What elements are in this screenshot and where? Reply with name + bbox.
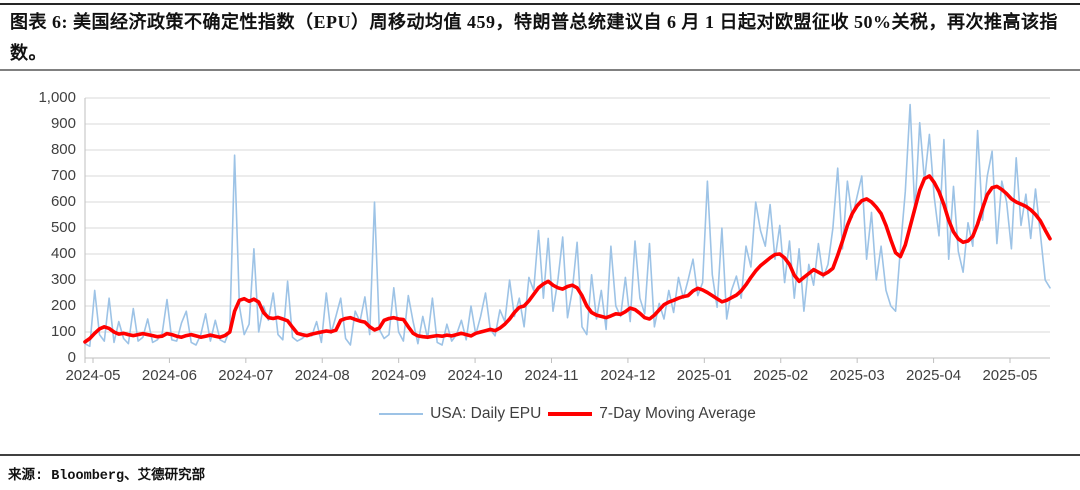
- x-tick-label: 2025-04: [906, 367, 962, 384]
- y-tick-label: 200: [50, 297, 76, 314]
- chart-legend: USA: Daily EPU 7-Day Moving Average: [85, 405, 1050, 423]
- y-tick-label: 700: [50, 167, 76, 184]
- y-tick-label: 100: [50, 323, 76, 340]
- top-divider: [0, 3, 1080, 5]
- x-tick-label: 2024-11: [524, 367, 579, 384]
- y-tick-label: 300: [50, 271, 76, 288]
- x-tick-label: 2024-10: [447, 367, 503, 384]
- x-tick-label: 2025-03: [829, 367, 885, 384]
- x-tick-label: 2024-09: [371, 367, 427, 384]
- y-tick-label: 900: [50, 115, 76, 132]
- x-tick-label: 2024-12: [600, 367, 656, 384]
- moving-average-legend-label: 7-Day Moving Average: [599, 405, 756, 422]
- daily-epu-legend-label: USA: Daily EPU: [430, 405, 542, 422]
- y-tick-label: 500: [50, 219, 76, 236]
- x-tick-label: 2025-05: [982, 367, 1038, 384]
- x-tick-label: 2025-02: [753, 367, 809, 384]
- title-divider: [0, 69, 1080, 71]
- source-note: 来源: Bloomberg、艾德研究部: [8, 469, 206, 484]
- figure-title: 图表 6: 美国经济政策不确定性指数（EPU）周移动均值 459，特朗普总统建议…: [10, 12, 1058, 63]
- x-tick-label: 2025-01: [676, 367, 732, 384]
- daily-epu-legend-line-icon: [379, 413, 424, 415]
- moving-average-series-line: [83, 174, 1052, 344]
- moving-average-legend-line-icon: [548, 412, 593, 416]
- x-tick-label: 2024-07: [218, 367, 274, 384]
- y-tick-label: 400: [50, 245, 76, 262]
- x-tick-label: 2024-08: [294, 367, 350, 384]
- footer-divider: [0, 454, 1080, 456]
- y-tick-label: 600: [50, 193, 76, 210]
- x-tick-label: 2024-06: [141, 367, 197, 384]
- epu-line-chart: 0 100 200 300 400 500 600 700 800 900 1,000 2024-0…: [0, 75, 1080, 450]
- y-tick-label: 1,000: [38, 89, 76, 106]
- chart-canvas: [83, 97, 1052, 363]
- y-tick-label: 800: [50, 141, 76, 158]
- x-tick-label: 2024-05: [65, 367, 121, 384]
- y-tick-label: 0: [67, 349, 76, 366]
- daily-epu-series-line: [84, 103, 1051, 348]
